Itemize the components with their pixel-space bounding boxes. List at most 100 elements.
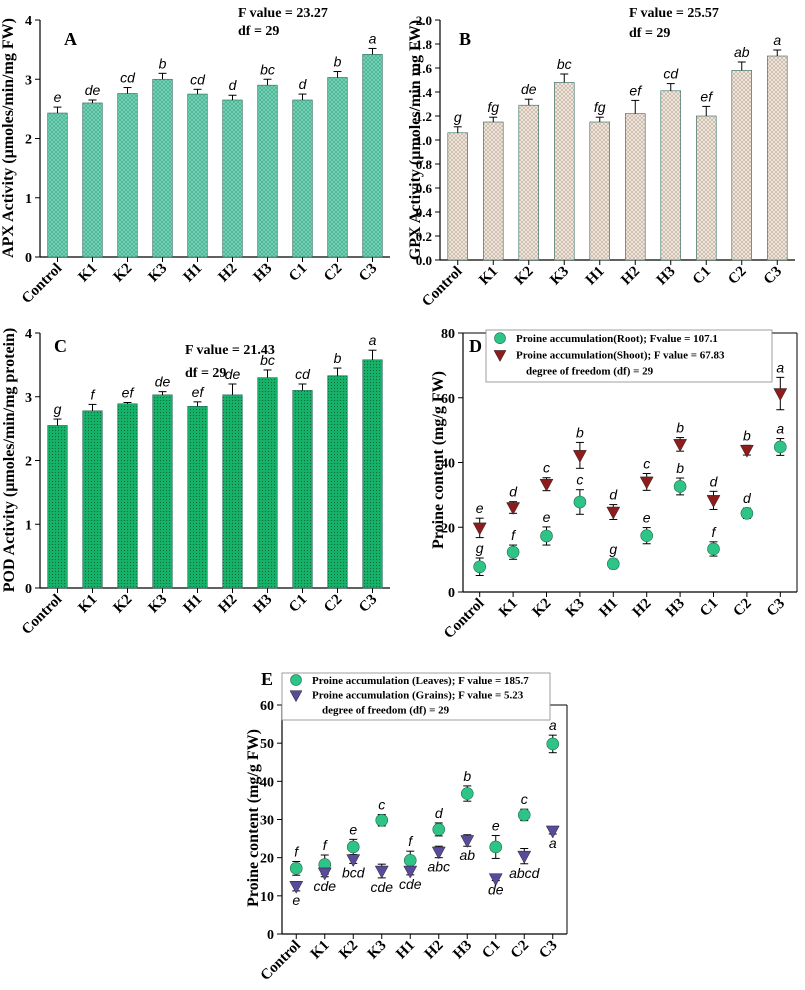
- significance-letter: cd: [190, 71, 206, 87]
- significance-letter: a: [369, 30, 377, 46]
- y-tick-label: 20: [260, 852, 274, 867]
- x-tick-label: H2: [422, 938, 447, 963]
- significance-letter: d: [299, 76, 308, 92]
- legend-entry: Proine accumulation (Leaves); F value = …: [312, 675, 529, 687]
- y-tick-label: 40: [441, 457, 455, 472]
- x-tick-label: C2: [730, 596, 754, 620]
- significance-letter: f: [91, 386, 97, 402]
- significance-letter: ef: [192, 384, 206, 400]
- significance-letter: cd: [295, 366, 311, 382]
- y-tick-label: 0.2: [416, 229, 432, 244]
- panel-d: 0 20 40 60 80 Control K1 K2 K3 H1 H2 H3 C1 C2 C3 Proine…: [430, 327, 798, 642]
- bar: [222, 394, 243, 589]
- x-tick-label: H2: [215, 592, 240, 617]
- y-axis-label: Proine content (mg/g FW): [245, 729, 262, 907]
- y-tick-label: 4: [25, 14, 32, 29]
- y-tick-label: 1.0: [416, 133, 432, 148]
- significance-letter: b: [676, 460, 684, 476]
- bar: [47, 112, 68, 258]
- data-point-root: [573, 495, 587, 509]
- data-point-root: [540, 529, 553, 543]
- significance-letter: g: [54, 401, 62, 417]
- x-tick-label: K3: [365, 938, 390, 963]
- bar: [625, 113, 646, 261]
- x-tick-label: C2: [321, 592, 345, 616]
- x-tick-label: Control: [419, 264, 465, 310]
- bar: [447, 132, 468, 261]
- x-tick-label: H3: [250, 592, 275, 617]
- data-point-shoot: [639, 476, 654, 490]
- bar: [257, 84, 278, 258]
- data-point-leaves: [346, 840, 360, 854]
- bar: [767, 55, 788, 261]
- x-tick-label: H3: [250, 261, 275, 286]
- stats-text: F value = 21.43: [185, 343, 275, 358]
- x-tick-label: K1: [308, 938, 333, 963]
- panel-label: E: [261, 669, 273, 689]
- significance-letter: cd: [663, 66, 679, 82]
- y-axis-label: GPX Activity (µmoles/min mg FW): [407, 20, 424, 260]
- x-tick-label: Control: [441, 596, 487, 642]
- data-point-grains: [517, 850, 532, 864]
- x-tick-label: C2: [321, 261, 345, 285]
- significance-letter: b: [743, 427, 751, 443]
- significance-letter: d: [509, 484, 518, 500]
- significance-letter: fg: [487, 99, 499, 115]
- y-tick-label: 40: [260, 775, 274, 790]
- significance-letter: f: [408, 833, 414, 849]
- significance-letter: d: [435, 805, 444, 821]
- y-tick-label: 0.8: [416, 157, 433, 172]
- significance-letter: d: [609, 487, 618, 503]
- bar: [117, 93, 138, 258]
- y-tick-label: 2: [25, 133, 32, 148]
- y-tick-label: 1.6: [416, 61, 433, 76]
- significance-letter: d: [710, 473, 719, 489]
- bar: [483, 121, 504, 261]
- legend-entry: degree of freedom (df) = 29: [526, 366, 654, 378]
- y-tick-label: 0: [448, 586, 455, 601]
- legend-marker-shoot: [493, 350, 507, 362]
- significance-letter: ab: [734, 44, 750, 60]
- data-point-leaves: [517, 808, 531, 822]
- legend-marker-root: [494, 332, 506, 344]
- x-tick-label: K1: [75, 261, 100, 286]
- data-point-grains: [317, 867, 332, 881]
- data-point-leaves: [403, 854, 417, 867]
- bar: [292, 99, 313, 258]
- significance-letter: g: [454, 109, 462, 125]
- bar: [82, 102, 103, 258]
- data-point-shoot: [539, 478, 554, 492]
- significance-letter: f: [511, 527, 517, 543]
- x-tick-label: H2: [618, 264, 643, 289]
- x-tick-label: C2: [725, 264, 749, 288]
- panel-label: D: [469, 336, 482, 356]
- y-tick-label: 50: [260, 737, 274, 752]
- significance-letter: bc: [557, 56, 572, 72]
- bar: [187, 93, 208, 258]
- legend-marker-leaves: [290, 674, 302, 686]
- panel-e: 0 10 20 30 40 50 60 Control K1 K2 K3 H1 H2 H3 C1 C2 C3 Pr…: [245, 669, 568, 984]
- significance-letter: b: [334, 54, 342, 70]
- x-tick-label: K3: [563, 596, 588, 621]
- bar: [554, 82, 575, 261]
- x-tick-label: K3: [145, 261, 170, 286]
- significance-letter: c: [576, 472, 583, 488]
- significance-letter: cd: [120, 70, 136, 86]
- y-tick-label: 0.4: [416, 205, 433, 220]
- x-tick-label: H3: [450, 938, 475, 963]
- data-point-grains: [431, 846, 446, 860]
- panel-a: 0 1 2 3 4 Control K1 K2 K3 H1 H2 H3 C1 C2 C3 APX Activi…: [0, 6, 390, 307]
- x-tick-label: H2: [215, 261, 240, 286]
- data-point-shoot: [572, 450, 587, 463]
- data-point-root: [673, 480, 687, 493]
- significance-letter: a: [369, 332, 377, 348]
- x-tick-label: C2: [508, 938, 532, 962]
- bar: [117, 403, 138, 589]
- y-tick-label: 1.2: [416, 109, 432, 124]
- legend-box: [281, 672, 551, 721]
- data-point-shoot: [673, 439, 688, 452]
- y-tick-label: 0: [25, 582, 32, 597]
- data-point-shoot: [706, 495, 721, 508]
- y-axis-label: Proine content (mg/g FW): [430, 371, 447, 549]
- significance-letter: d: [743, 490, 752, 506]
